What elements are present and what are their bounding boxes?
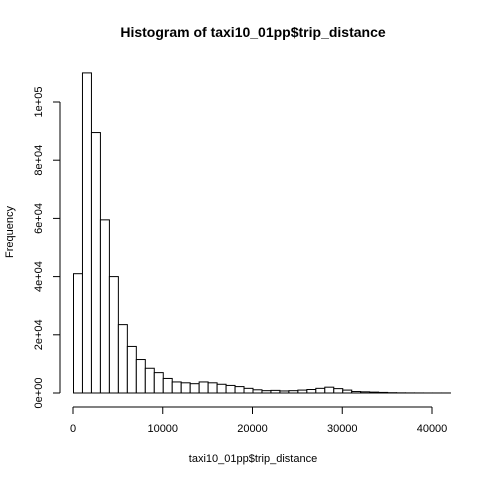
histogram-bar (270, 389, 281, 394)
histogram-bar (126, 345, 137, 394)
histogram-bar (207, 382, 218, 394)
y-tick-label: 1e+05 (33, 87, 45, 118)
histogram-bar (90, 132, 101, 394)
histogram-bar (261, 390, 272, 394)
y-tick-label: 0e+00 (33, 378, 45, 409)
x-axis: 0 10000 20000 30000 40000 (70, 406, 448, 435)
x-tick-label: 0 (70, 423, 76, 435)
histogram-bar (351, 391, 362, 394)
histogram-bar (315, 387, 326, 394)
x-tick-label: 10000 (147, 423, 178, 435)
histogram-bar (306, 389, 317, 394)
histogram-bar (81, 72, 92, 394)
y-tick-label: 4e+04 (33, 261, 45, 292)
histogram-bar (288, 390, 299, 394)
histogram-bar (144, 367, 155, 394)
histogram-bar (153, 372, 164, 394)
histogram-bar (342, 389, 353, 394)
histogram-bar (117, 324, 128, 394)
histogram-bar (333, 388, 344, 394)
x-tick-label: 40000 (417, 423, 448, 435)
histogram-bar (297, 389, 308, 394)
histogram-bar (135, 359, 146, 394)
histogram-bar (99, 219, 110, 394)
histogram-bar (234, 386, 245, 394)
histogram-bar (189, 383, 200, 394)
y-tick-label: 6e+04 (33, 203, 45, 234)
x-tick-label: 30000 (327, 423, 358, 435)
y-tick-label: 2e+04 (33, 319, 45, 350)
bars-group (73, 72, 451, 394)
x-tick-label: 20000 (237, 423, 268, 435)
x-axis-label: taxi10_01pp$trip_distance (189, 453, 317, 465)
histogram-bar (171, 381, 182, 394)
histogram-bar (216, 383, 227, 394)
histogram-bar (162, 377, 173, 394)
histogram-bar (360, 391, 371, 394)
histogram-bar (243, 387, 254, 394)
histogram-bar (198, 381, 209, 394)
histogram-bar (252, 389, 263, 394)
histogram-bar (324, 386, 335, 394)
histogram-bar (378, 391, 389, 394)
chart-title: Histogram of taxi10_01pp$trip_distance (120, 24, 386, 40)
y-axis-label: Frequency (4, 206, 16, 258)
y-tick-label: 8e+04 (33, 145, 45, 176)
histogram-bar (369, 391, 380, 394)
histogram-bar (225, 384, 236, 394)
histogram-bar (108, 276, 119, 394)
y-axis: 0e+00 2e+04 4e+04 6e+04 8e+04 1e+05 (33, 87, 61, 409)
histogram-bar (180, 382, 191, 394)
histogram-bar (73, 273, 83, 394)
histogram-bar (279, 390, 290, 394)
